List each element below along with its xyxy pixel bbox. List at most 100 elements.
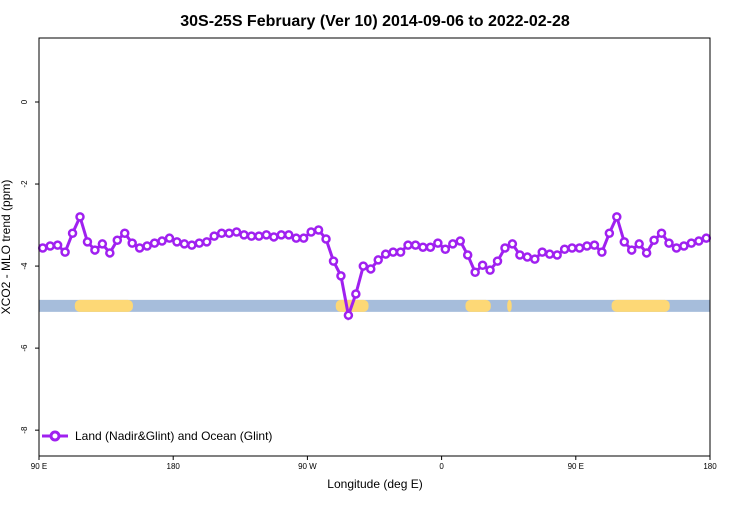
data-point [664,238,674,248]
data-point [582,241,592,251]
data-point [537,247,547,257]
data-point [75,212,85,222]
land-segment [74,299,133,312]
chart-title: 30S-25S February (Ver 10) 2014-09-06 to … [180,13,570,30]
data-point [142,241,152,251]
data-point [291,233,301,243]
data-point [194,238,205,248]
data-point [492,256,503,266]
data-point [276,230,287,240]
land-segment [465,299,491,312]
x-tick-label: 90 W [298,462,317,471]
data-point [485,265,495,275]
data-point [269,232,279,242]
y-tick-label: -6 [20,344,29,352]
land-segment [611,299,670,312]
data-point [671,243,682,253]
data-point [544,249,555,259]
data-point [395,247,406,257]
y-tick-label: -8 [20,426,29,434]
data-point [679,241,689,251]
ocean-band [39,299,710,312]
data-point [462,250,473,260]
data-point [202,237,212,247]
data-point [336,271,346,281]
data-point [500,243,510,253]
data-point [321,234,331,244]
data-point [380,249,391,259]
data-point [641,248,652,258]
data-point [530,254,540,264]
data-point [626,245,637,255]
data-point [470,267,480,277]
x-tick-label: 180 [703,462,717,471]
data-point [656,228,667,239]
data-point [172,237,182,247]
data-point [82,237,93,247]
data-point [112,235,123,245]
data-point [694,236,704,246]
data-point [209,231,219,241]
data-point [239,230,249,240]
data-point [433,238,443,248]
data-point [612,212,622,222]
data-point [634,239,644,249]
legend-label: Land (Nadir&Glint) and Ocean (Glint) [75,429,272,443]
data-point [701,233,712,243]
land-segment [507,299,512,312]
data-point [358,261,369,271]
data-point [522,252,533,262]
data-point [127,238,137,248]
x-tick-label: 90 E [568,462,584,471]
data-point [574,243,585,253]
data-point [589,240,600,250]
data-point [418,242,428,252]
data-point [187,240,197,250]
data-point [515,250,525,260]
x-tick-label: 90 E [31,462,47,471]
data-point [388,247,398,257]
data-point [366,264,376,274]
data-point [649,235,659,245]
data-point [60,247,70,257]
data-point [298,233,309,243]
data-point [306,227,316,237]
data-point [67,228,78,239]
data-point [97,239,108,249]
data-point [425,242,436,252]
legend-marker [49,430,61,442]
data-point [351,289,361,299]
data-point [261,230,272,240]
data-point [231,227,242,237]
data-point [37,243,48,253]
data-point [90,245,100,255]
data-point [567,243,577,253]
data-point [373,255,383,265]
data-point [164,233,175,243]
data-point [410,240,421,250]
data-point [105,248,115,258]
data-point [313,225,324,235]
data-point [52,240,63,250]
y-axis-label: XCO2 - MLO trend (ppm) [0,180,13,315]
x-axis-label: Longitude (deg E) [327,477,422,491]
y-tick-label: -2 [20,180,29,188]
data-point [134,243,145,253]
data-point [246,231,257,241]
y-tick-label: -4 [20,262,29,270]
data-point [45,241,55,251]
y-tick-label: 0 [20,99,29,104]
data-point [559,244,570,255]
data-point [179,239,190,249]
x-tick-label: 0 [439,462,444,471]
data-point [477,260,488,271]
data-point [254,231,264,241]
data-point [507,239,518,249]
data-point [284,230,294,240]
data-point [440,244,451,255]
data-point [552,250,562,260]
data-point [619,237,630,247]
legend: Land (Nadir&Glint) and Ocean (Glint) [42,429,272,443]
